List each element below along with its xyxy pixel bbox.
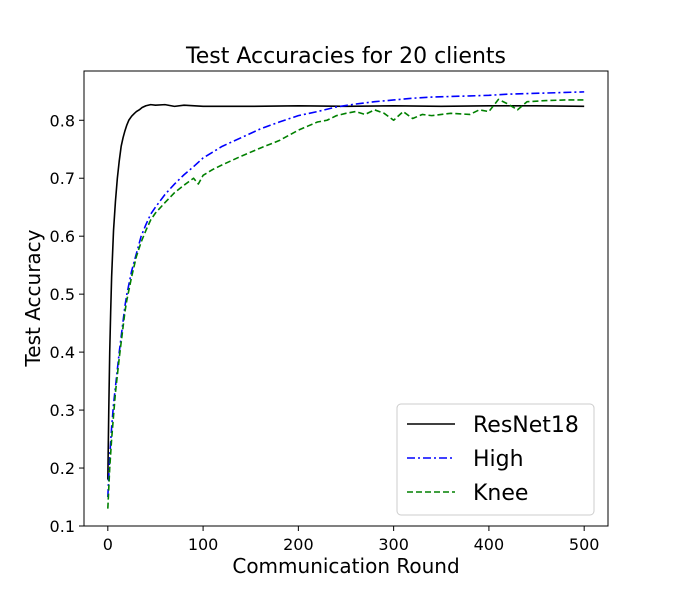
y-tick-label: 0.1	[50, 517, 75, 536]
x-axis-ticks: 0 100 200 300 400 500	[103, 526, 600, 554]
y-tick-label: 0.2	[50, 459, 75, 478]
y-tick-label: 0.7	[50, 169, 75, 188]
legend-label-resnet18: ResNet18	[473, 413, 579, 438]
chart-title: Test Accuracies for 20 clients	[185, 44, 506, 69]
legend-label-high: High	[473, 447, 524, 472]
axes-frame	[83, 70, 609, 527]
x-tick-label: 400	[474, 535, 505, 554]
legend: ResNet18 High Knee	[396, 403, 595, 516]
y-tick-label: 0.4	[50, 343, 75, 362]
plot-area: 0 100 200 300 400 500 0.10.20.30.40.50.60.70.…	[50, 70, 609, 554]
legend-label-knee: Knee	[473, 481, 528, 506]
legend-box	[396, 403, 595, 516]
y-axis-ticks: 0.1 0.2 0.3 0.4 0.5 0.6 0.7 0.8	[50, 111, 84, 536]
x-tick-label: 500	[569, 535, 600, 554]
y-tick-label: 0.6	[50, 227, 75, 246]
x-tick-label: 100	[188, 535, 219, 554]
x-tick-label: 0	[103, 535, 113, 554]
series-line-knee	[107, 98, 585, 509]
y-tick-label: 0.3	[50, 401, 75, 420]
x-tick-label: 300	[378, 535, 409, 554]
x-axis-label: Communication Round	[232, 554, 459, 578]
y-tick-label: 0.8	[50, 111, 75, 130]
series-line-resnet18	[107, 103, 585, 480]
x-tick-label: 200	[283, 535, 314, 554]
series-layer	[107, 91, 585, 509]
y-tick-label: 0.5	[50, 285, 75, 304]
y-axis-label: Test Accuracy	[21, 229, 45, 367]
